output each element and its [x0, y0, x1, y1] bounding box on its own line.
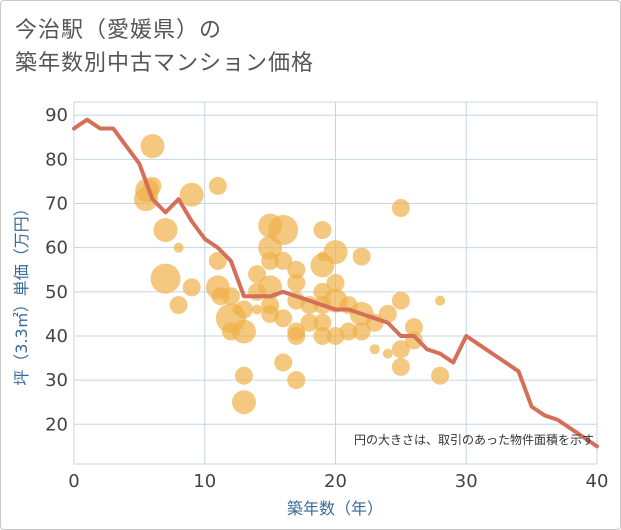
x-tick-labels: 0 10 20 30 40 — [68, 471, 608, 492]
y-tick-0: 20 — [45, 414, 68, 435]
y-tick-3: 50 — [45, 282, 68, 303]
bubble-66 — [391, 357, 410, 376]
bubble-23 — [248, 265, 267, 284]
bubble-8 — [179, 182, 204, 207]
bubble-70 — [431, 366, 450, 385]
x-tick-1: 10 — [193, 471, 216, 492]
bubble-18 — [231, 390, 256, 415]
bubble-56 — [352, 247, 371, 266]
bubble-62 — [382, 348, 393, 359]
x-tick-2: 20 — [324, 471, 347, 492]
bubble-69 — [435, 295, 446, 306]
bubble-24 — [252, 304, 263, 315]
bubbles — [133, 134, 450, 415]
bubble-5 — [150, 263, 181, 294]
y-tick-labels: 20 30 40 50 60 70 80 90 — [45, 105, 68, 435]
bubble-3 — [140, 134, 165, 159]
bubble-58 — [352, 322, 371, 341]
chart-title-line2: 築年数別中古マンション価格 — [15, 51, 315, 76]
bubble-6 — [169, 296, 188, 315]
x-tick-0: 0 — [68, 471, 79, 492]
bubble-15 — [221, 287, 240, 306]
bubble-65 — [391, 340, 410, 359]
bubble-48 — [313, 313, 332, 332]
bubble-21 — [234, 300, 253, 319]
bubble-36 — [287, 274, 306, 292]
average-line-group — [72, 117, 599, 449]
bubble-20 — [231, 319, 256, 344]
bubble-4 — [153, 218, 178, 243]
bubble-61 — [378, 304, 397, 323]
bubble-64 — [391, 291, 410, 310]
bubble-27 — [261, 251, 280, 270]
bubble-19 — [234, 366, 253, 385]
x-axis-label: 築年数（年） — [287, 499, 383, 518]
y-tick-1: 30 — [45, 370, 68, 391]
bubble-55 — [339, 322, 358, 341]
bubble-43 — [313, 221, 332, 240]
bubble-38 — [287, 326, 306, 345]
bubble-39 — [287, 371, 306, 390]
bubble-42 — [300, 313, 319, 332]
y-tick-4: 60 — [45, 238, 68, 259]
bubble-51 — [326, 274, 345, 292]
y-tick-5: 70 — [45, 194, 68, 215]
bubble-7 — [173, 242, 184, 253]
size-note: 円の大きさは、取引のあった物件面積を示す — [354, 432, 594, 447]
bubble-9 — [182, 278, 201, 297]
bubble-63 — [391, 198, 410, 217]
x-tick-3: 30 — [455, 471, 478, 492]
y-axis-label: 坪（3.3㎡）単価（万円） — [12, 200, 31, 385]
y-tick-6: 80 — [45, 149, 68, 170]
bubble-35 — [287, 260, 306, 279]
bubble-67 — [404, 318, 423, 337]
bubble-34 — [274, 309, 293, 328]
bubble-60 — [369, 344, 380, 355]
bubble-31 — [268, 215, 299, 246]
chart-title-line1: 今治駅（愛媛県）の — [15, 18, 223, 43]
bubble-50 — [323, 240, 348, 265]
chart-title: 今治駅（愛媛県）の 築年数別中古マンション価格 — [15, 14, 314, 80]
x-tick-4: 40 — [586, 471, 609, 492]
y-tick-7: 90 — [45, 105, 68, 126]
bubble-49 — [313, 326, 332, 345]
bubble-10 — [208, 176, 227, 195]
bubble-33 — [274, 353, 293, 372]
y-tick-2: 40 — [45, 326, 68, 347]
bubble-32 — [274, 251, 293, 270]
bubble-11 — [208, 251, 227, 270]
average-line-0 — [72, 117, 599, 449]
